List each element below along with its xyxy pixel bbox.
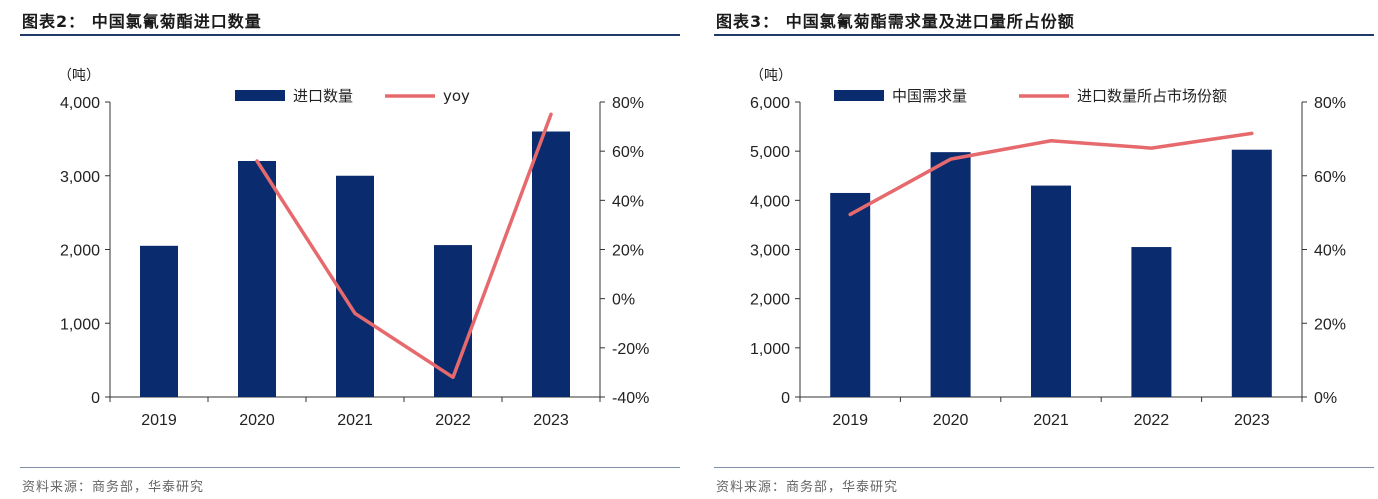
legend-line-label: yoy <box>443 87 470 105</box>
left-tick-label: 2,000 <box>60 243 100 260</box>
legend-line-label: 进口数量所占市场份额 <box>1077 87 1227 105</box>
legend-bar-label: 进口数量 <box>293 87 353 105</box>
right-tick-label: -40% <box>612 390 649 407</box>
right-tick-label: 40% <box>1314 243 1346 260</box>
figure-title: 图表2： 中国氯氰菊酯进口数量 <box>22 12 262 31</box>
x-tick-label: 2021 <box>1033 412 1069 429</box>
bar-2019 <box>140 245 178 397</box>
bar-2021 <box>1031 185 1071 397</box>
right-tick-label: 60% <box>1314 169 1346 186</box>
chart-panel-demand-share: 图表3： 中国氯氰菊酯需求量及进口量所占份额 0 1,000 2,000 3,000 4… <box>704 0 1378 499</box>
figure-title: 图表3： 中国氯氰菊酯需求量及进口量所占份额 <box>716 12 1075 31</box>
right-tick-label: 60% <box>612 144 644 161</box>
x-tick-label: 2020 <box>239 412 275 429</box>
right-tick-label: 20% <box>612 243 644 260</box>
left-tick-label: 4,000 <box>750 193 790 210</box>
demand-share-chart: 0 1,000 2,000 3,000 4,000 5,000 6,000 0% 20% 40% 6… <box>750 68 1346 429</box>
x-tick-label: 2022 <box>435 412 471 429</box>
left-tick-label: 4,000 <box>60 95 100 112</box>
x-tick-label: 2021 <box>337 412 373 429</box>
left-tick-label: 3,000 <box>750 243 790 260</box>
legend-bar-swatch <box>235 90 285 101</box>
x-tick-label: 2023 <box>533 412 569 429</box>
import-volume-chart: 0 1,000 2,000 3,000 4,000 -40% -20% 0% 20% 40% 60%… <box>58 68 649 429</box>
x-tick-label: 2023 <box>1234 412 1270 429</box>
source-rule <box>20 467 680 468</box>
unit-label: （吨） <box>750 68 792 84</box>
x-tick-label: 2020 <box>933 412 969 429</box>
right-tick-label: 80% <box>612 95 644 112</box>
bar-2022 <box>434 245 472 397</box>
left-tick-label: 2,000 <box>750 292 790 309</box>
x-tick-label: 2019 <box>832 412 868 429</box>
source-rule <box>714 467 1374 468</box>
line-series-yoy <box>255 112 553 380</box>
right-tick-label: 80% <box>1314 95 1346 112</box>
left-tick-label: 3,000 <box>60 169 100 186</box>
left-tick-label: 6,000 <box>750 95 790 112</box>
bar-2023 <box>1231 149 1272 397</box>
right-tick-label: -20% <box>612 341 649 358</box>
left-tick-label: 0 <box>91 390 100 407</box>
title-rule <box>714 34 1374 36</box>
bar-2022 <box>1131 247 1172 397</box>
source-note: 资料来源：商务部，华泰研究 <box>716 480 899 495</box>
legend-bar-swatch <box>834 90 884 101</box>
bar-2023 <box>532 131 570 397</box>
x-tick-label: 2022 <box>1134 412 1170 429</box>
source-note: 资料来源：商务部，华泰研究 <box>22 480 205 495</box>
bar-2020 <box>930 152 971 397</box>
left-tick-label: 0 <box>781 390 790 407</box>
bar-2019 <box>830 192 871 397</box>
left-tick-label: 1,000 <box>750 341 790 358</box>
bar-2021 <box>336 175 374 397</box>
right-tick-label: 0% <box>1314 390 1337 407</box>
unit-label: （吨） <box>58 68 100 84</box>
right-tick-label: 20% <box>1314 316 1346 333</box>
bar-2020 <box>238 161 276 397</box>
right-tick-label: 40% <box>612 193 644 210</box>
x-tick-label: 2019 <box>141 412 177 429</box>
title-rule <box>20 34 680 36</box>
legend-bar-label: 中国需求量 <box>892 87 967 105</box>
chart-panel-import-volume: 图表2： 中国氯氰菊酯进口数量 0 1,000 2,000 3,000 4,000 -40… <box>20 12 680 495</box>
left-tick-label: 5,000 <box>750 144 790 161</box>
right-tick-label: 0% <box>612 292 635 309</box>
left-tick-label: 1,000 <box>60 316 100 333</box>
